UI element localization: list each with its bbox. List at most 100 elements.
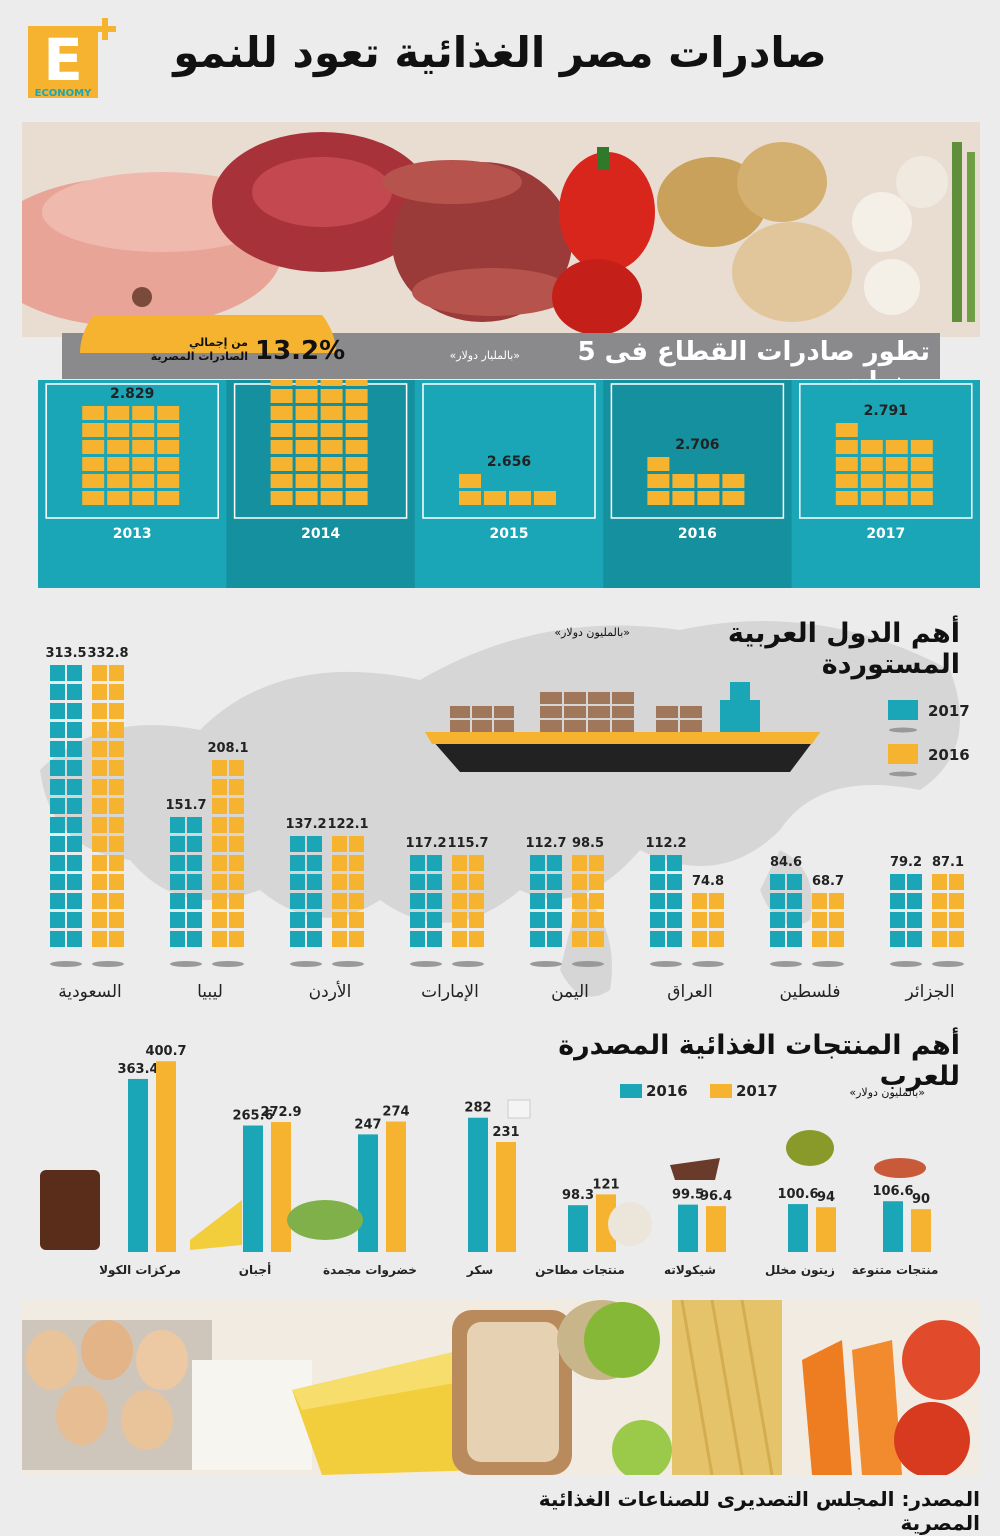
bar-shadow	[332, 961, 364, 967]
country-bar-block	[92, 931, 107, 947]
year-bar-block	[320, 423, 343, 437]
country-bar-block	[109, 855, 124, 871]
country-bar-block	[109, 779, 124, 795]
country-bar-block	[410, 874, 425, 890]
year-bar-block	[910, 474, 933, 488]
country-bar-block	[109, 741, 124, 757]
country-bar-block	[187, 836, 202, 852]
legend-shadow	[889, 727, 917, 733]
product-bar	[358, 1134, 378, 1252]
year-label: 2017	[866, 526, 905, 542]
country-bar-block	[572, 912, 587, 928]
year-bar-block	[534, 491, 556, 505]
country-value-label: 79.2	[890, 855, 922, 870]
year-bar-block	[270, 406, 293, 420]
country-bar-block	[212, 855, 227, 871]
country-bar-block	[829, 912, 844, 928]
bar-shadow	[410, 961, 442, 967]
country-bar-block	[212, 836, 227, 852]
country-value-label: 74.8	[692, 874, 724, 889]
country-bar-block	[109, 665, 124, 681]
year-bar-block	[82, 491, 105, 505]
country-bar-block	[67, 912, 82, 928]
country-bar-block	[92, 798, 107, 814]
legend-label: 2016	[646, 1082, 688, 1100]
year-bar-block	[270, 440, 293, 454]
country-bar-block	[50, 817, 65, 833]
year-label: 2015	[490, 526, 529, 542]
country-bar-block	[812, 912, 827, 928]
year-bar-block	[270, 423, 293, 437]
year-bar-block	[107, 474, 130, 488]
country-bar-block	[229, 893, 244, 909]
country-bar-block	[229, 912, 244, 928]
bar-shadow	[812, 961, 844, 967]
country-bar-block	[907, 874, 922, 890]
product-value-label: 231	[492, 1125, 519, 1140]
country-bar-block	[787, 912, 802, 928]
country-bar-block	[667, 855, 682, 871]
year-bar-block	[270, 389, 293, 403]
year-bar-block	[320, 389, 343, 403]
country-bar-block	[410, 912, 425, 928]
year-bar-block	[270, 491, 293, 505]
year-bar-block	[860, 474, 883, 488]
country-bar-block	[307, 931, 322, 947]
product-label: منتجات متنوعة	[852, 1263, 939, 1278]
year-bar-block	[860, 440, 883, 454]
year-bar-block	[345, 457, 368, 471]
country-label: الأردن	[309, 981, 352, 1002]
country-bar-block	[589, 931, 604, 947]
year-value-label: 2.791	[864, 403, 908, 419]
country-bar-block	[770, 874, 785, 890]
country-bar-block	[709, 931, 724, 947]
country-bar-block	[452, 893, 467, 909]
country-bar-block	[229, 817, 244, 833]
legend-swatch	[888, 744, 918, 764]
country-bar-block	[290, 931, 305, 947]
country-label: ليبيا	[197, 982, 223, 1002]
country-bar-block	[187, 931, 202, 947]
source-note: المصدر: المجلس التصديرى للصناعات الغذائي…	[538, 1487, 980, 1535]
country-bar-block	[349, 931, 364, 947]
country-bar-block	[67, 703, 82, 719]
product-bar	[678, 1204, 698, 1252]
country-bar-block	[67, 874, 82, 890]
product-bar	[883, 1201, 903, 1252]
country-bar-block	[932, 931, 947, 947]
country-bar-block	[170, 931, 185, 947]
year-bar-block	[647, 474, 670, 488]
year-bar-block	[835, 423, 858, 437]
product-bar	[706, 1206, 726, 1252]
country-value-label: 98.5	[572, 836, 604, 851]
chocolate-icon	[670, 1158, 720, 1180]
product-value-label: 121	[592, 1177, 619, 1192]
country-bar-block	[67, 931, 82, 947]
country-bar-block	[787, 874, 802, 890]
year-bar-block	[345, 406, 368, 420]
year-bar-block	[910, 440, 933, 454]
share-label: من إجمالي الصادرات المصرية	[150, 336, 248, 363]
country-bar-block	[332, 836, 347, 852]
country-bar-block	[109, 931, 124, 947]
year-bar-block	[157, 491, 180, 505]
country-value-label: 313.5	[45, 646, 86, 661]
country-bar-block	[332, 855, 347, 871]
country-bar-block	[829, 931, 844, 947]
country-bar-block	[949, 893, 964, 909]
country-bar-block	[650, 931, 665, 947]
country-bar-block	[212, 760, 227, 776]
yearly-exports-chart: 2.82920132.93420142.65620152.70620162.79…	[45, 380, 973, 588]
country-bar-block	[50, 760, 65, 776]
country-bar-block	[212, 912, 227, 928]
country-bar-block	[50, 703, 65, 719]
country-bar-block	[890, 893, 905, 909]
legend-swatch	[710, 1084, 732, 1098]
country-bar-block	[109, 722, 124, 738]
year-label: 2014	[301, 526, 340, 542]
country-bar-block	[650, 874, 665, 890]
country-bar-block	[530, 931, 545, 947]
year-bar-block	[320, 380, 343, 386]
country-value-label: 112.2	[645, 836, 686, 851]
legend-swatch	[888, 700, 918, 720]
